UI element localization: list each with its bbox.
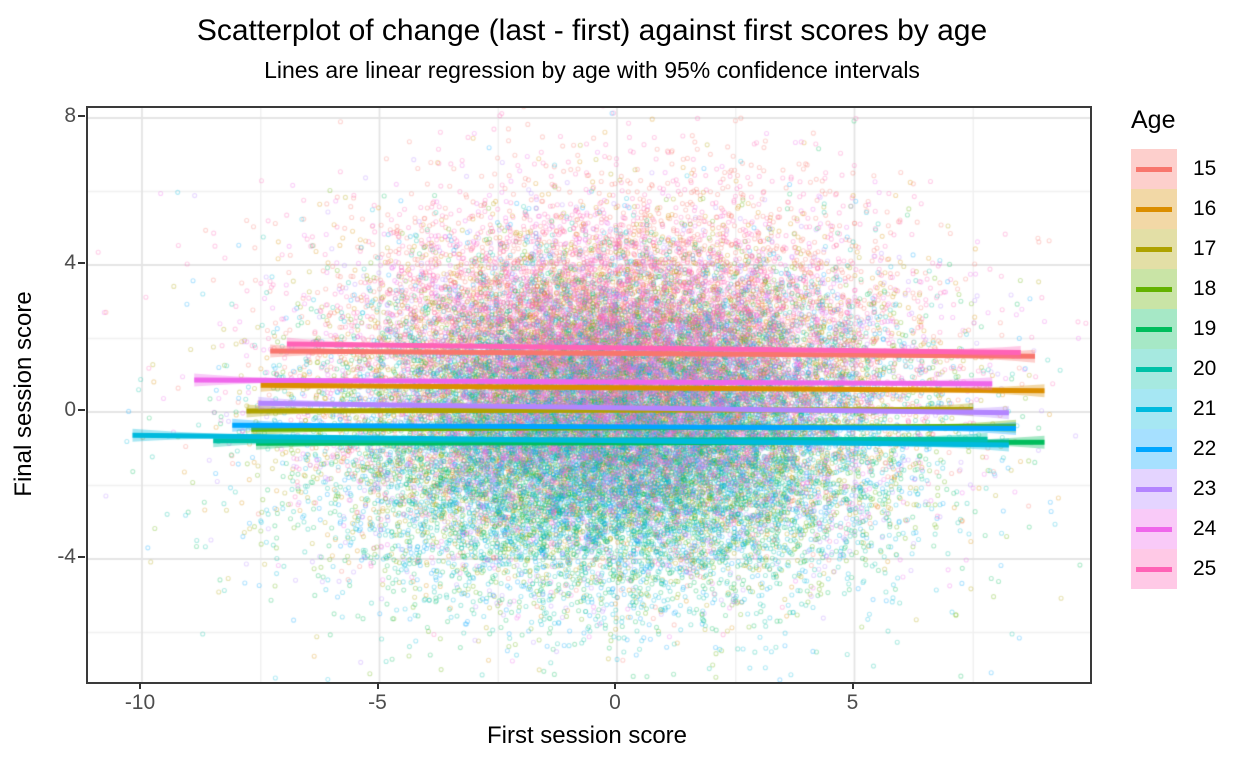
legend-item-age-23: 23 [1131, 469, 1246, 509]
legend-item-age-17: 17 [1131, 229, 1246, 269]
legend-key-swatch [1131, 549, 1177, 589]
y-axis-tick-label: 4 [64, 251, 76, 274]
x-axis-title: First session score [486, 722, 688, 749]
x-axis-tick-label: 5 [846, 691, 859, 714]
legend-label: 20 [1193, 357, 1217, 380]
legend-key-line [1136, 406, 1172, 412]
legend-key-swatch [1131, 149, 1177, 189]
y-axis-tick [78, 409, 85, 411]
legend-key-swatch [1131, 389, 1177, 429]
legend-key-line [1136, 206, 1172, 212]
legend-label: 15 [1193, 157, 1217, 180]
legend-item-age-19: 19 [1131, 309, 1246, 349]
x-axis-tick [851, 682, 854, 689]
legend-label: 21 [1193, 397, 1217, 420]
legend-label: 24 [1193, 517, 1217, 540]
legend-key-line [1136, 566, 1172, 572]
x-axis-tick-label: -5 [368, 691, 387, 714]
legend-item-age-20: 20 [1131, 349, 1246, 389]
legend-key-swatch [1131, 309, 1177, 349]
legend-key-swatch [1131, 429, 1177, 469]
x-axis-tick [614, 682, 616, 689]
legend-label: 22 [1193, 437, 1217, 460]
y-axis-title: Final session score [10, 291, 37, 497]
legend-title: Age [1131, 106, 1176, 134]
legend-item-age-21: 21 [1131, 389, 1246, 429]
legend-key-swatch [1131, 349, 1177, 389]
plot-panel [86, 106, 1092, 684]
x-axis-tick-label: 0 [609, 691, 621, 714]
scatter-canvas [88, 108, 1090, 682]
legend-label: 23 [1193, 477, 1217, 500]
legend-item-age-22: 22 [1131, 429, 1246, 469]
y-axis-tick-label: 8 [64, 104, 76, 127]
legend-key-swatch [1131, 229, 1177, 269]
y-axis-tick [78, 556, 85, 558]
legend-key-line [1136, 286, 1172, 292]
y-axis-tick [78, 115, 85, 117]
legend: Age 15 16 17 18 19 20 21 22 23 24 25 [1131, 106, 1246, 589]
legend-label: 18 [1193, 277, 1217, 300]
legend-key-swatch [1131, 509, 1177, 549]
legend-label: 19 [1193, 317, 1217, 340]
legend-item-age-16: 16 [1131, 189, 1246, 229]
legend-item-age-15: 15 [1131, 149, 1246, 189]
x-axis-tick [139, 682, 141, 689]
y-axis-tick-label: -4 [57, 545, 76, 568]
legend-key-line [1136, 246, 1172, 252]
y-axis-tick-label: 0 [64, 398, 76, 421]
legend-item-age-18: 18 [1131, 269, 1246, 309]
legend-key-line [1136, 366, 1172, 372]
legend-label: 16 [1193, 197, 1217, 220]
legend-key-swatch [1131, 469, 1177, 509]
plot-title: Scatterplot of change (last - first) aga… [196, 14, 988, 47]
legend-key-line [1136, 326, 1172, 332]
plot-subtitle: Lines are linear regression by age with … [264, 57, 920, 83]
legend-key-line [1136, 446, 1172, 452]
x-axis-tick [376, 682, 379, 689]
legend-label: 25 [1193, 557, 1217, 580]
legend-key-swatch [1131, 189, 1177, 229]
legend-items: 15 16 17 18 19 20 21 22 23 24 25 [1131, 149, 1246, 589]
legend-key-line [1136, 166, 1172, 172]
legend-key-line [1136, 486, 1172, 492]
legend-item-age-24: 24 [1131, 509, 1246, 549]
legend-item-age-25: 25 [1131, 549, 1246, 589]
legend-key-line [1136, 526, 1172, 532]
legend-key-swatch [1131, 269, 1177, 309]
y-axis-tick [78, 262, 85, 264]
legend-label: 17 [1193, 237, 1217, 260]
x-axis-tick-label: -10 [124, 691, 156, 714]
